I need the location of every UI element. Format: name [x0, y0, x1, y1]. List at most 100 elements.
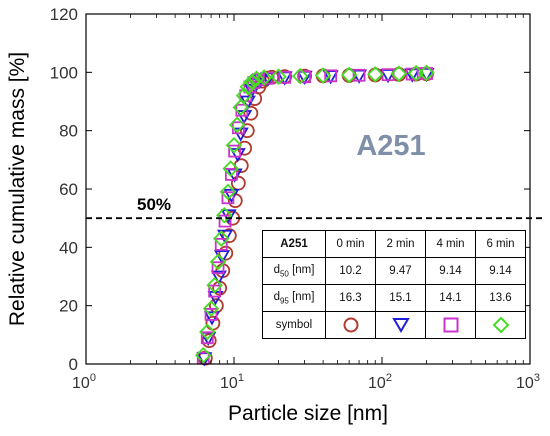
- table-header-row: A251 0 min 2 min 4 min 6 min: [262, 230, 526, 258]
- data-point: [206, 276, 223, 294]
- data-point: [239, 123, 255, 139]
- y-tick-label: 80: [59, 122, 78, 141]
- data-point: [228, 144, 242, 158]
- data-point: [239, 78, 257, 96]
- row-label-unit: [nm]: [288, 263, 315, 276]
- table-col-header: 4 min: [425, 230, 476, 258]
- summary-table: A251 0 min 2 min 4 min 6 min d50 [nm] 10…: [262, 230, 526, 339]
- table-col-header: 6 min: [475, 230, 526, 258]
- data-point: [367, 67, 383, 83]
- data-point: [195, 346, 212, 364]
- table-cell: 14.1: [425, 284, 476, 312]
- table-cell: 10.2: [325, 257, 376, 285]
- table-col-header: 0 min: [325, 230, 376, 258]
- x-axis-title: Particle size [nm]: [228, 402, 388, 425]
- data-point: [218, 214, 232, 228]
- data-point: [243, 73, 261, 90]
- symbol-cell: [325, 311, 376, 339]
- data-point: [314, 67, 332, 84]
- data-point: [216, 206, 233, 224]
- data-point: [204, 308, 218, 321]
- row-label-base: d: [273, 263, 280, 276]
- data-point: [217, 229, 234, 244]
- data-point: [210, 270, 227, 285]
- y-tick-label: 40: [59, 238, 78, 257]
- table-header-label: A251: [262, 230, 326, 258]
- row-label-sub: 95: [279, 296, 289, 306]
- data-point: [232, 99, 249, 116]
- table-row-label: d50 [nm]: [262, 257, 326, 285]
- square-symbol-icon: [443, 317, 458, 333]
- table-row-d95: d95 [nm] 16.3 15.1 14.1 13.6: [262, 284, 526, 312]
- table-row-label: symbol: [262, 311, 326, 339]
- table-cell: 16.3: [325, 284, 376, 312]
- diamond-symbol-icon: [492, 316, 509, 334]
- marker-layer: [195, 64, 435, 367]
- y-tick-label: 100: [50, 63, 78, 82]
- series-6-min: [195, 64, 435, 364]
- circle-symbol-icon: [343, 317, 358, 333]
- data-point: [224, 168, 238, 181]
- data-point: [214, 238, 228, 251]
- data-point: [270, 68, 287, 85]
- y-tick-label: 20: [59, 297, 78, 316]
- table-cell: 13.6: [475, 284, 526, 312]
- y-tick-label: 0: [69, 355, 78, 374]
- data-point: [366, 66, 384, 83]
- data-point: [212, 230, 230, 247]
- table-row-symbol: symbol: [262, 311, 526, 339]
- data-point: [324, 69, 338, 83]
- data-point: [213, 250, 231, 265]
- row-label-sub: 50: [279, 269, 289, 279]
- y-tick-label: 120: [50, 5, 78, 24]
- data-point: [418, 64, 435, 82]
- data-point: [243, 105, 259, 121]
- data-point: [291, 67, 309, 85]
- data-point: [200, 331, 214, 345]
- data-point: [208, 284, 222, 298]
- x-tick-label: 101: [220, 372, 244, 392]
- data-point: [228, 116, 246, 134]
- reference-line-label: 50%: [137, 195, 171, 214]
- y-axis-title: Relative cumulative mass [%]: [6, 52, 29, 326]
- table-col-header: 2 min: [375, 230, 426, 258]
- data-point: [221, 228, 237, 244]
- data-point: [218, 245, 234, 261]
- symbol-cell: [425, 311, 476, 339]
- data-point: [352, 68, 366, 82]
- triangle-down-symbol-icon: [391, 318, 410, 333]
- y-tick-label: 60: [59, 180, 78, 199]
- row-label-unit: [nm]: [288, 290, 315, 303]
- data-point: [225, 136, 243, 154]
- data-point: [340, 66, 358, 84]
- x-tick-label: 103: [516, 372, 540, 392]
- x-tick-label: 102: [368, 372, 392, 392]
- chart-title: A251: [356, 130, 425, 162]
- table-row-label: d95 [nm]: [262, 284, 326, 312]
- table-cell: 9.14: [425, 257, 476, 285]
- data-point: [202, 300, 220, 317]
- data-point: [219, 183, 237, 201]
- axis-ticks: 0 20 40 60 80 100 120 100 101 102 103: [50, 5, 540, 392]
- data-point: [203, 311, 221, 326]
- data-point: [221, 191, 235, 205]
- table-cell: 9.47: [375, 257, 426, 285]
- data-point: [278, 70, 292, 84]
- data-point: [223, 188, 240, 204]
- data-point: [248, 70, 265, 88]
- data-point: [390, 65, 408, 83]
- data-point: [201, 333, 217, 349]
- table-row-d50: d50 [nm] 10.2 9.47 9.14 9.14: [262, 257, 526, 285]
- data-point: [298, 70, 312, 84]
- table-cell: 9.14: [475, 257, 526, 285]
- data-point: [222, 160, 239, 177]
- data-point: [211, 261, 225, 275]
- data-point: [199, 323, 216, 341]
- table-cell: 15.1: [375, 284, 426, 312]
- symbol-cell: [475, 311, 526, 339]
- row-label-base: d: [273, 290, 280, 303]
- data-point: [255, 69, 273, 86]
- symbol-cell: [375, 311, 426, 339]
- data-point: [209, 253, 227, 271]
